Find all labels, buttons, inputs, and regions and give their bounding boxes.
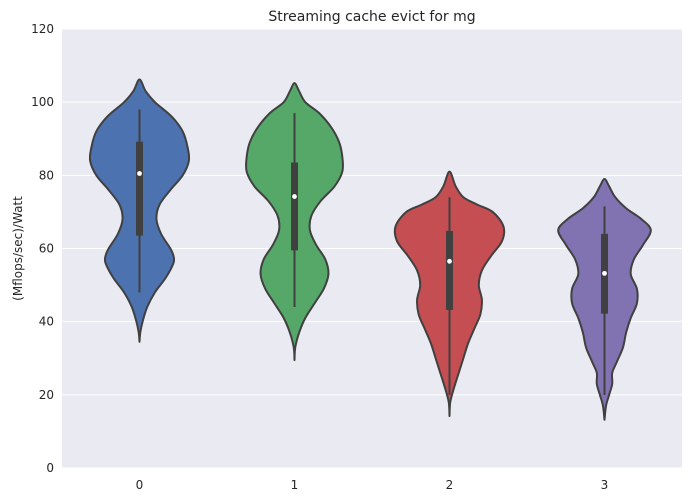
violin-0: [88, 78, 191, 343]
y-tick-label: 100: [31, 95, 54, 109]
violin-3: [557, 177, 652, 421]
y-tick-labels: 0 20 40 60 80 100 120: [31, 22, 54, 475]
violin-2: [393, 170, 506, 418]
violins: [88, 78, 652, 421]
y-tick-label: 120: [31, 22, 54, 36]
x-tick-label: 2: [446, 478, 454, 492]
violin-iqr-box: [136, 141, 143, 236]
chart-title: Streaming cache evict for mg: [268, 9, 475, 25]
y-tick-label: 80: [39, 168, 54, 182]
y-axis-label: (Mflops/sec)/Watt: [11, 196, 25, 301]
violin-median-point: [292, 194, 297, 199]
x-tick-label: 0: [136, 478, 144, 492]
x-tick-label: 3: [601, 478, 609, 492]
violin-median-point: [447, 258, 452, 264]
x-tick-label: 1: [291, 478, 299, 492]
violin-iqr-box: [291, 162, 298, 251]
y-tick-label: 20: [39, 388, 54, 402]
y-tick-label: 0: [46, 461, 54, 475]
violin-median-point: [602, 270, 607, 276]
y-tick-label: 40: [39, 315, 54, 329]
y-tick-label: 60: [39, 242, 54, 256]
violin-1: [244, 82, 345, 362]
violin-iqr-box: [446, 230, 453, 310]
violin-median-point: [137, 171, 142, 176]
x-tick-labels: 0 1 2 3: [136, 478, 609, 492]
